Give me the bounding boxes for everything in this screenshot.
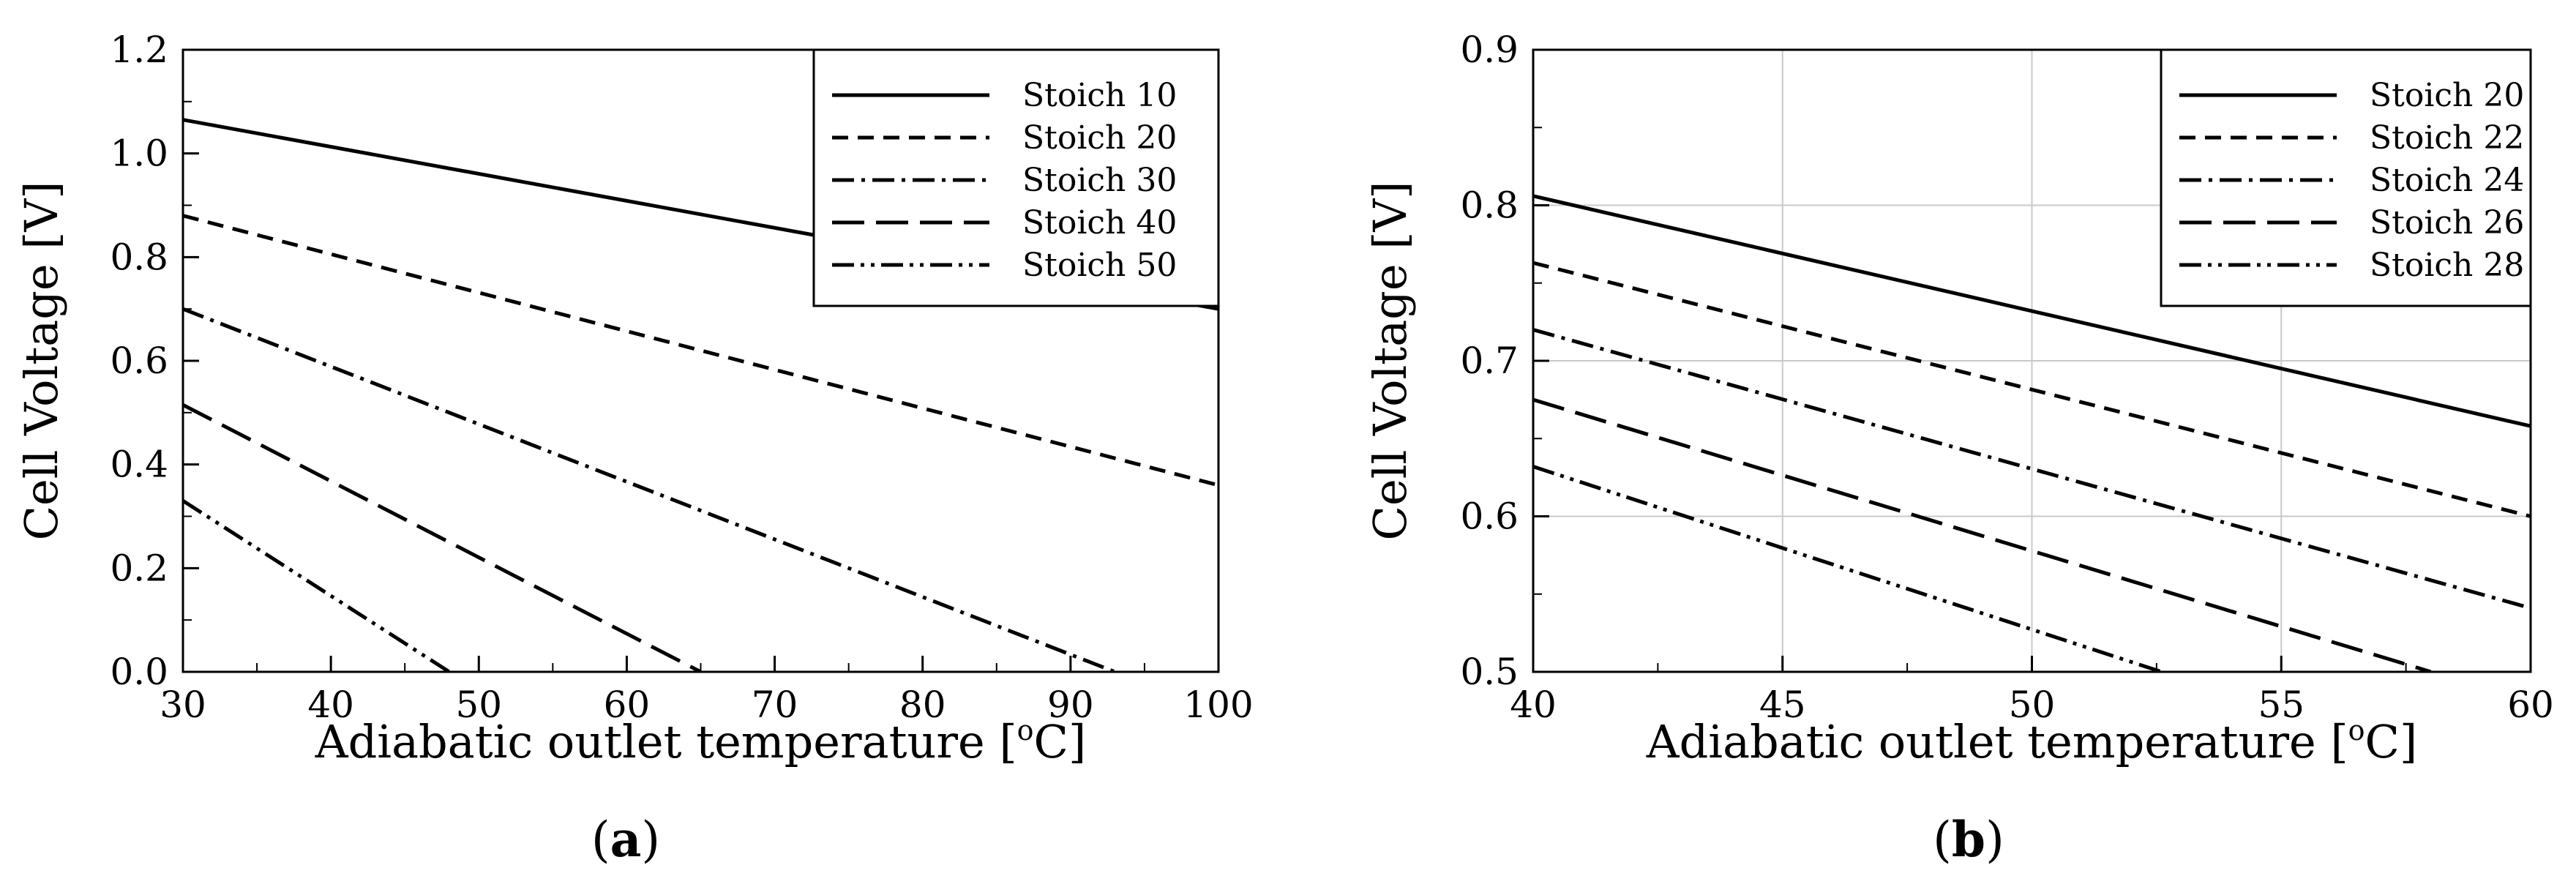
series-line-stoich-50 [183, 499, 451, 672]
series-group [1533, 194, 2531, 672]
series-line-stoich-24 [1533, 328, 2531, 610]
y-tick-label: 0.4 [110, 443, 168, 486]
x-tick-label: 55 [2258, 684, 2304, 726]
x-axis-title: Adiabatic outlet temperature [oC] [315, 714, 1086, 768]
series-line-stoich-20 [1533, 194, 2531, 428]
y-tick-label: 0.6 [1460, 495, 1519, 538]
y-axis-title: Cell Voltage [V] [1363, 181, 1417, 541]
x-tick-label: 60 [2507, 684, 2554, 726]
x-tick-label: 90 [1047, 684, 1094, 726]
x-tick-label: 100 [1183, 684, 1253, 726]
legend-label: Stoich 10 [1022, 77, 1177, 114]
series-line-stoich-22 [1533, 261, 2531, 518]
legend-box [2160, 48, 2532, 307]
x-tick-label: 30 [160, 684, 206, 726]
legend-label: Stoich 28 [2370, 247, 2524, 284]
series-line-stoich-40 [183, 403, 702, 672]
series-line-stoich-30 [183, 307, 1116, 672]
x-tick-label: 40 [307, 684, 354, 726]
y-tick-label: 0.5 [1460, 651, 1519, 693]
x-tick-label: 50 [455, 684, 502, 726]
x-tick-label: 70 [752, 684, 798, 726]
y-tick-label: 0.9 [1460, 29, 1519, 71]
x-tick-label: 60 [604, 684, 651, 726]
legend-label: Stoich 22 [2370, 119, 2524, 157]
series-line-stoich-28 [1533, 465, 2163, 672]
x-tick-label: 80 [899, 684, 946, 726]
panel-b-chart: 40 45 50 55 60 0.5 0.6 0.7 0.8 0.9 Adiabatic outle… [1363, 29, 2554, 868]
y-tick-label: 0.6 [110, 340, 168, 382]
x-tick-label: 40 [1510, 684, 1557, 726]
y-tick-label: 0.2 [110, 547, 168, 589]
x-axis-title: Adiabatic outlet temperature [oC] [1646, 714, 2417, 768]
legend-label: Stoich 30 [1022, 162, 1177, 199]
y-tick-label: 0.7 [1460, 340, 1519, 382]
x-tick-label: 50 [2009, 684, 2056, 726]
y-tick-label: 0.8 [1460, 184, 1519, 227]
y-tick-label: 1.0 [110, 132, 168, 175]
panel-caption: (b) [1933, 811, 2004, 868]
legend-label: Stoich 20 [1022, 119, 1177, 157]
legend-label: Stoich 50 [1022, 247, 1177, 284]
legend-label: Stoich 20 [2370, 77, 2524, 114]
legend-label: Stoich 24 [2370, 162, 2524, 199]
y-tick-label: 1.2 [110, 29, 168, 71]
legend-label: Stoich 26 [2370, 204, 2524, 242]
panel-a-chart: 30 40 50 60 70 80 90 100 0.0 0.2 0.4 0.6 0.8 1.0 1.2 Ad… [15, 29, 1254, 868]
y-tick-label: 0.0 [110, 651, 168, 693]
x-tick-label: 45 [1759, 684, 1806, 726]
legend-label: Stoich 40 [1022, 204, 1177, 242]
series-line-stoich-26 [1533, 397, 2432, 672]
panel-caption: (a) [591, 811, 660, 868]
y-tick-label: 0.8 [110, 236, 168, 278]
y-axis-title: Cell Voltage [V] [15, 181, 68, 541]
